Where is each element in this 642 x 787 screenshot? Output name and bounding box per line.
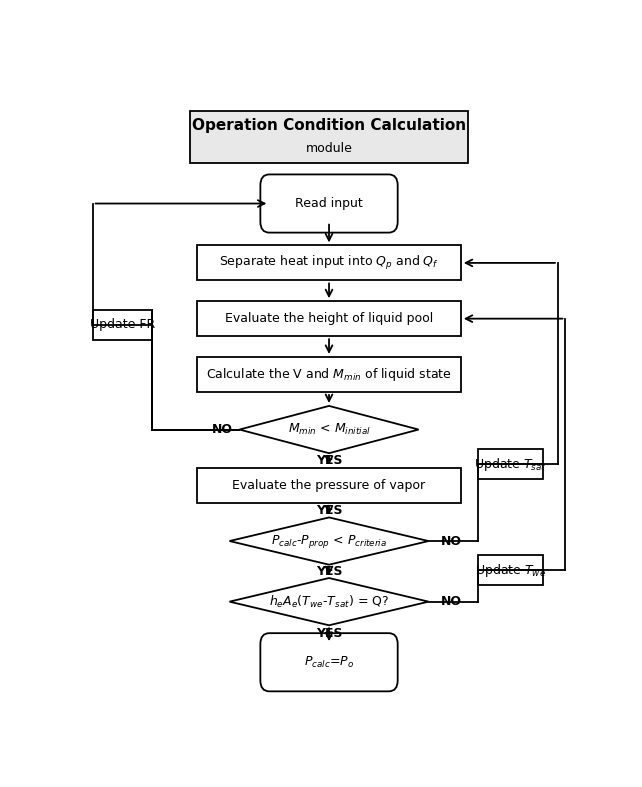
Polygon shape xyxy=(230,578,429,626)
Text: Separate heat input into $Q_p$ and $Q_f$: Separate heat input into $Q_p$ and $Q_f$ xyxy=(219,254,439,272)
Text: YES: YES xyxy=(316,454,342,467)
FancyBboxPatch shape xyxy=(197,357,461,392)
FancyBboxPatch shape xyxy=(478,449,543,479)
FancyBboxPatch shape xyxy=(197,246,461,280)
Text: Operation Condition Calculation: Operation Condition Calculation xyxy=(192,119,466,134)
Text: NO: NO xyxy=(440,595,462,608)
Text: $h_eA_e(T_{we}$-$T_{sat})$ = Q?: $h_eA_e(T_{we}$-$T_{sat})$ = Q? xyxy=(269,593,389,610)
FancyBboxPatch shape xyxy=(92,309,152,340)
FancyBboxPatch shape xyxy=(197,301,461,336)
FancyBboxPatch shape xyxy=(261,634,397,691)
Text: module: module xyxy=(306,142,352,156)
Text: Update $T_{we}$: Update $T_{we}$ xyxy=(475,562,546,578)
Text: $P_{calc}$-$P_{prop}$ < $P_{criteria}$: $P_{calc}$-$P_{prop}$ < $P_{criteria}$ xyxy=(271,533,387,549)
Text: Evaluate the height of liquid pool: Evaluate the height of liquid pool xyxy=(225,312,433,325)
FancyBboxPatch shape xyxy=(197,467,461,503)
Polygon shape xyxy=(230,517,429,565)
Text: Calculate the V and $M_{min}$ of liquid state: Calculate the V and $M_{min}$ of liquid … xyxy=(206,366,452,383)
Polygon shape xyxy=(239,406,419,453)
Text: YES: YES xyxy=(316,566,342,578)
Text: Evaluate the pressure of vapor: Evaluate the pressure of vapor xyxy=(232,478,426,492)
Text: Read input: Read input xyxy=(295,197,363,210)
Text: Update $T_{sat}$: Update $T_{sat}$ xyxy=(474,456,547,473)
FancyBboxPatch shape xyxy=(190,111,469,163)
FancyBboxPatch shape xyxy=(261,175,397,233)
Text: NO: NO xyxy=(440,534,462,548)
Text: $M_{min}$ < $M_{initial}$: $M_{min}$ < $M_{initial}$ xyxy=(288,422,370,437)
Text: Update FR: Update FR xyxy=(90,318,155,331)
Text: YES: YES xyxy=(316,627,342,641)
FancyBboxPatch shape xyxy=(478,555,543,586)
Text: NO: NO xyxy=(212,423,232,436)
Text: YES: YES xyxy=(316,504,342,516)
Text: $P_{calc}$=$P_o$: $P_{calc}$=$P_o$ xyxy=(304,655,354,670)
